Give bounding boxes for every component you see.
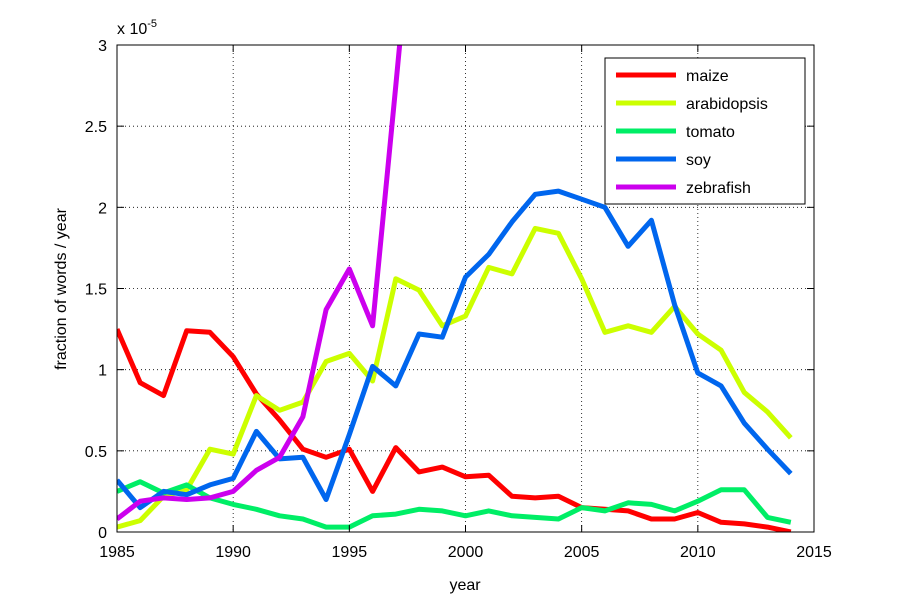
x-axis-label: year <box>449 577 481 594</box>
x-tick-label: 2000 <box>448 544 484 561</box>
y-tick-label: 0.5 <box>85 444 107 461</box>
y-tick-label: 0 <box>98 525 107 542</box>
series-lines <box>117 45 793 532</box>
series-line-tomato <box>117 479 792 530</box>
y-axis-label: fraction of words / year <box>53 207 70 370</box>
x-tick-label: 1990 <box>215 544 251 561</box>
y-multiplier: x 10-5 <box>117 18 157 38</box>
x-tick-labels: 1985 1990 1995 2000 2005 2010 2015 <box>99 544 832 561</box>
legend-label-zebrafish: zebrafish <box>686 180 751 197</box>
x-tick-label: 2015 <box>796 544 832 561</box>
x-tick-label: 2010 <box>680 544 716 561</box>
legend-label-maize: maize <box>686 68 729 85</box>
legend-label-arabidopsis: arabidopsis <box>686 96 768 113</box>
tick-marks <box>116 44 815 533</box>
legend-items: maize arabidopsis tomato soy zebrafish <box>616 68 768 197</box>
legend-label-soy: soy <box>686 152 711 169</box>
y-tick-labels: 0 0.5 1 1.5 2 2.5 3 <box>85 38 107 542</box>
x-tick-label: 1985 <box>99 544 135 561</box>
y-tick-label: 2.5 <box>85 119 107 136</box>
y-tick-label: 3 <box>98 38 107 55</box>
y-tick-label: 2 <box>98 200 107 217</box>
series-line-zebrafish <box>117 45 403 521</box>
series-line-maize <box>117 328 792 532</box>
x-tick-label: 1995 <box>332 544 368 561</box>
x-tick-label: 2005 <box>564 544 600 561</box>
y-tick-label: 1 <box>98 363 107 380</box>
series-line-soy <box>117 188 793 511</box>
legend-label-tomato: tomato <box>686 124 735 141</box>
legend: maize arabidopsis tomato soy zebrafish <box>604 57 806 205</box>
y-tick-label: 1.5 <box>85 282 107 299</box>
